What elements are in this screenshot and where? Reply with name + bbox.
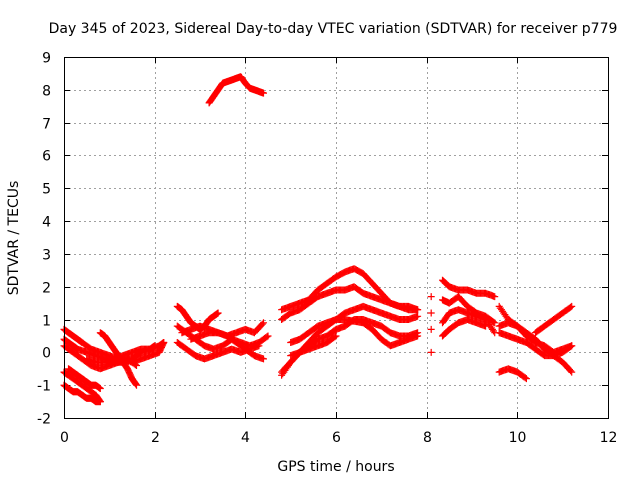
series-s13	[187, 319, 267, 343]
y-tick-label: 7	[42, 117, 51, 133]
data-point	[96, 398, 104, 406]
data-point	[427, 293, 435, 301]
x-tick-label: 8	[423, 430, 432, 446]
chart-title: Day 345 of 2023, Sidereal Day-to-day VTE…	[49, 21, 618, 37]
y-tick-label: 6	[42, 149, 51, 165]
x-tick-label: 6	[332, 430, 341, 446]
series-s28	[495, 329, 576, 360]
data-point	[332, 332, 340, 340]
data-point	[568, 342, 576, 350]
data-point-fill	[567, 367, 575, 375]
data-point	[414, 306, 422, 314]
data-point-fill	[258, 320, 266, 328]
data-point	[214, 309, 222, 317]
data-point-fill	[263, 333, 271, 341]
y-tick-label: 4	[42, 215, 51, 231]
x-tick-label: 12	[600, 430, 618, 446]
data-point	[264, 332, 272, 340]
y-tick-label: -2	[37, 412, 51, 428]
data-point	[491, 319, 499, 327]
data-point	[160, 339, 168, 346]
data-point	[414, 312, 422, 320]
y-tick-label: 2	[42, 281, 51, 297]
series-s20	[287, 332, 340, 360]
x-axis-label: GPS time / hours	[277, 459, 394, 475]
series-s24	[439, 306, 499, 337]
y-tick-label: 9	[42, 51, 51, 67]
data-point-fill	[567, 343, 575, 351]
data-point-fill	[331, 333, 339, 341]
data-point-fill	[567, 303, 575, 311]
data-point	[568, 302, 576, 310]
data-point-fill	[490, 318, 497, 326]
data-point	[255, 342, 263, 350]
y-tick-label: 3	[42, 248, 51, 264]
plot-frame	[64, 57, 609, 419]
data-point	[522, 375, 530, 383]
series-s16	[278, 283, 422, 323]
y-tick-label: 5	[42, 182, 51, 198]
data-point-fill	[490, 327, 497, 335]
y-axis-label: SDTVAR / TECUs	[6, 181, 22, 296]
series-s21	[427, 293, 435, 356]
data-point	[260, 89, 267, 97]
x-tick-label: 10	[509, 430, 527, 446]
data-point-fill	[521, 374, 529, 382]
series-s8	[83, 339, 168, 366]
data-point	[427, 348, 435, 356]
series-s5	[60, 381, 104, 406]
data-point	[260, 355, 267, 363]
data-point	[568, 368, 576, 376]
series-s25	[439, 316, 490, 340]
data-points-layer	[60, 73, 576, 406]
data-point	[491, 293, 499, 301]
series-s29	[532, 302, 576, 337]
series-s12	[178, 322, 267, 363]
x-tick-label: 0	[60, 430, 69, 446]
series-s19	[287, 316, 422, 350]
data-point	[133, 362, 140, 369]
series-s6	[65, 365, 104, 392]
grid-layer	[64, 57, 608, 418]
y-tick-label: 1	[42, 314, 51, 330]
y-tick-label: 8	[42, 84, 51, 100]
data-point	[96, 385, 104, 392]
data-point	[427, 309, 435, 317]
data-point	[427, 325, 435, 333]
x-tick-label: 4	[241, 430, 250, 446]
y-tick-label: -1	[37, 379, 51, 395]
series-s30	[495, 365, 530, 383]
y-tick-label: 0	[42, 346, 51, 362]
data-point	[133, 381, 140, 389]
x-tick-label: 2	[151, 430, 160, 446]
data-point-fill	[131, 361, 139, 369]
series-s22	[439, 276, 499, 301]
data-point	[414, 332, 422, 340]
series-s14	[205, 73, 267, 107]
data-point	[482, 322, 490, 330]
data-point	[260, 319, 267, 327]
